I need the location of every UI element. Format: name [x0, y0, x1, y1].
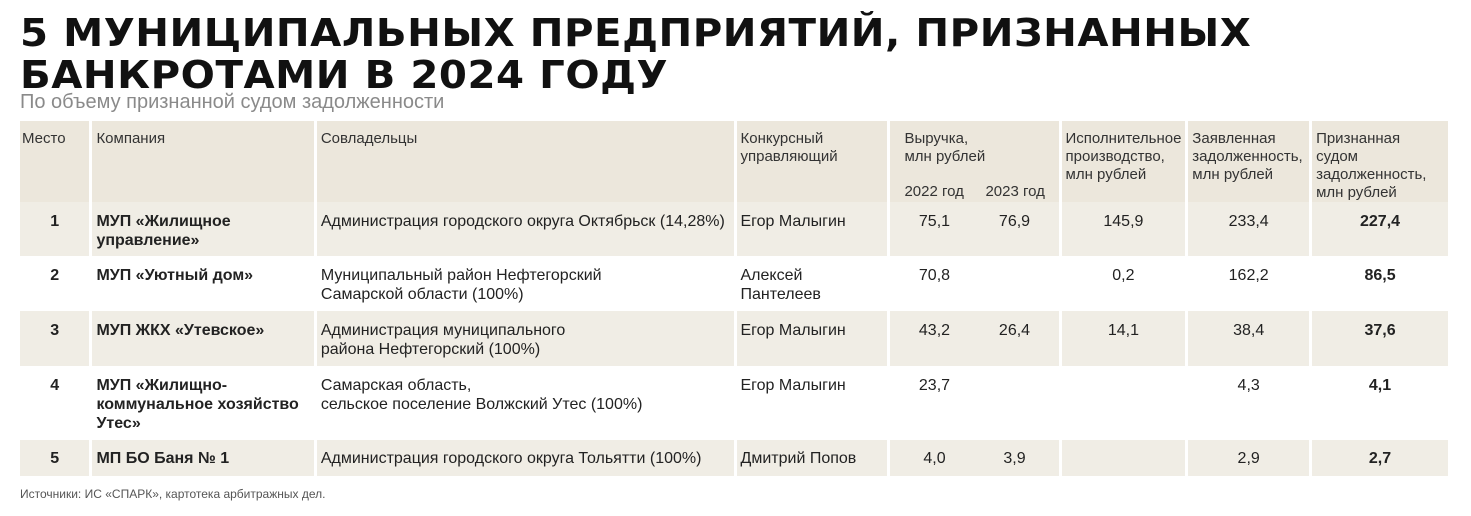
col-year-2023: 2023 год: [985, 183, 1045, 200]
table-row: 3 МУП ЖКХ «Утевское» Администрация муниц…: [20, 311, 1448, 366]
revenue-cell: 70,8: [890, 256, 1059, 311]
col-revenue: Выручка, млн рублей 2022 год 2023 год: [890, 121, 1059, 202]
company-cell: МУП «Жилищное управление»: [92, 202, 314, 256]
rank-cell: 5: [20, 440, 90, 476]
company-cell: МУП ЖКХ «Утевское»: [92, 311, 314, 366]
subtitle: По объему признанной судом задолженности: [20, 91, 445, 113]
manager-cell: Егор Малыгин: [736, 366, 888, 440]
rank-cell: 3: [20, 311, 90, 366]
rank-cell: 1: [20, 202, 90, 256]
source-note: Источники: ИС «СПАРК», картотека арбитра…: [20, 487, 326, 501]
col-recognized: Признанная судом задолженность, млн рубл…: [1312, 121, 1448, 202]
col-enforcement: Исполнительное производство, млн рублей: [1061, 121, 1186, 202]
recognized-cell: 4,1: [1312, 366, 1448, 440]
owners-cell: Муниципальный район Нефтегорский Самарско…: [316, 256, 734, 311]
owners-cell: Администрация муниципального района Нефте…: [316, 311, 734, 366]
table-row: 2 МУП «Уютный дом» Муниципальный район Н…: [20, 256, 1448, 311]
enforcement-cell: 14,1: [1061, 311, 1186, 366]
recognized-cell: 37,6: [1312, 311, 1448, 366]
enforcement-cell: [1061, 440, 1186, 476]
col-declared: Заявленная задолженность, млн рублей: [1188, 121, 1310, 202]
declared-cell: 38,4: [1188, 311, 1310, 366]
ranking-table: Место Компания Совладельцы Конкурсный уп…: [17, 121, 1451, 476]
declared-cell: 2,9: [1188, 440, 1310, 476]
declared-cell: 4,3: [1188, 366, 1310, 440]
manager-cell: Дмитрий Попов: [736, 440, 888, 476]
company-cell: МУП «Жилищно-коммунальное хозяйство Утес»: [92, 366, 314, 440]
title-line-2: БАНКРОТАМИ В 2024 ГОДУ: [20, 53, 669, 97]
enforcement-cell: [1061, 366, 1186, 440]
declared-cell: 162,2: [1188, 256, 1310, 311]
col-place: Место: [20, 121, 90, 202]
recognized-cell: 86,5: [1312, 256, 1448, 311]
table-row: 5 МП БО Баня № 1 Администрация городског…: [20, 440, 1448, 476]
recognized-cell: 227,4: [1312, 202, 1448, 256]
col-year-2022: 2022 год: [904, 183, 964, 200]
manager-cell: Егор Малыгин: [736, 202, 888, 256]
rank-cell: 4: [20, 366, 90, 440]
table-row: 4 МУП «Жилищно-коммунальное хозяйство Уте…: [20, 366, 1448, 440]
owners-cell: Администрация городского округа Тольятти…: [316, 440, 734, 476]
col-manager: Конкурсный управляющий: [736, 121, 888, 202]
owners-cell: Администрация городского округа Октябрьс…: [316, 202, 734, 256]
title-line-1: 5 МУНИЦИПАЛЬНЫХ ПРЕДПРИЯТИЙ, ПРИЗНАННЫХ: [20, 11, 1252, 55]
company-cell: МУП «Уютный дом»: [92, 256, 314, 311]
table-row: 1 МУП «Жилищное управление» Администрация…: [20, 202, 1448, 256]
manager-cell: Егор Малыгин: [736, 311, 888, 366]
rank-cell: 2: [20, 256, 90, 311]
col-owners: Совладельцы: [316, 121, 734, 202]
revenue-cell: 43,2 26,4: [890, 311, 1059, 366]
page-title: 5 МУНИЦИПАЛЬНЫХ ПРЕДПРИЯТИЙ, ПРИЗНАННЫХ …: [20, 12, 1251, 96]
company-cell: МП БО Баня № 1: [92, 440, 314, 476]
owners-cell: Самарская область, сельское поселение Вол…: [316, 366, 734, 440]
header-row: Место Компания Совладельцы Конкурсный уп…: [20, 121, 1448, 202]
recognized-cell: 2,7: [1312, 440, 1448, 476]
manager-cell: Алексей Пантелеев: [736, 256, 888, 311]
enforcement-cell: 145,9: [1061, 202, 1186, 256]
revenue-cell: 4,0 3,9: [890, 440, 1059, 476]
col-company: Компания: [92, 121, 314, 202]
revenue-cell: 23,7: [890, 366, 1059, 440]
revenue-cell: 75,1 76,9: [890, 202, 1059, 256]
declared-cell: 233,4: [1188, 202, 1310, 256]
enforcement-cell: 0,2: [1061, 256, 1186, 311]
